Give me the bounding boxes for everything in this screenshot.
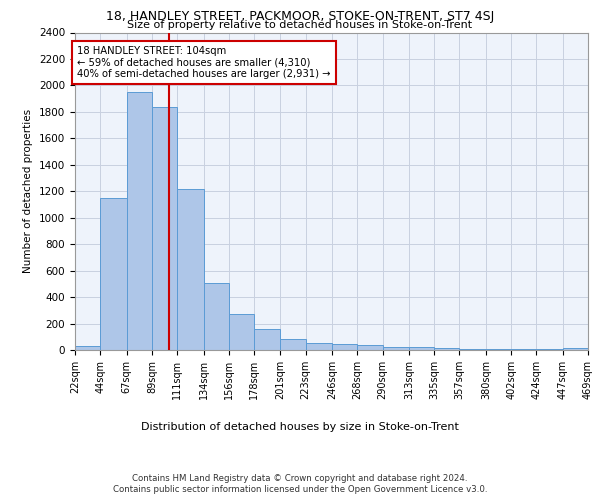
Text: Contains HM Land Registry data © Crown copyright and database right 2024.
Contai: Contains HM Land Registry data © Crown c… <box>113 474 487 494</box>
Bar <box>177 188 203 350</box>
Bar <box>152 106 177 350</box>
Bar <box>100 198 127 350</box>
Bar <box>409 346 434 350</box>
Bar <box>280 340 305 350</box>
Bar <box>127 92 152 350</box>
Bar <box>203 282 229 350</box>
Bar <box>75 346 100 350</box>
Bar <box>229 314 254 350</box>
Bar <box>358 344 383 350</box>
Bar <box>332 344 358 350</box>
Text: Size of property relative to detached houses in Stoke-on-Trent: Size of property relative to detached ho… <box>127 20 473 30</box>
Y-axis label: Number of detached properties: Number of detached properties <box>23 109 34 274</box>
Bar <box>254 330 280 350</box>
Bar <box>563 348 588 350</box>
Bar <box>383 348 409 350</box>
Text: 18 HANDLEY STREET: 104sqm
← 59% of detached houses are smaller (4,310)
40% of se: 18 HANDLEY STREET: 104sqm ← 59% of detac… <box>77 46 331 79</box>
Text: 18, HANDLEY STREET, PACKMOOR, STOKE-ON-TRENT, ST7 4SJ: 18, HANDLEY STREET, PACKMOOR, STOKE-ON-T… <box>106 10 494 23</box>
Text: Distribution of detached houses by size in Stoke-on-Trent: Distribution of detached houses by size … <box>141 422 459 432</box>
Bar <box>434 348 460 350</box>
Bar <box>305 344 332 350</box>
